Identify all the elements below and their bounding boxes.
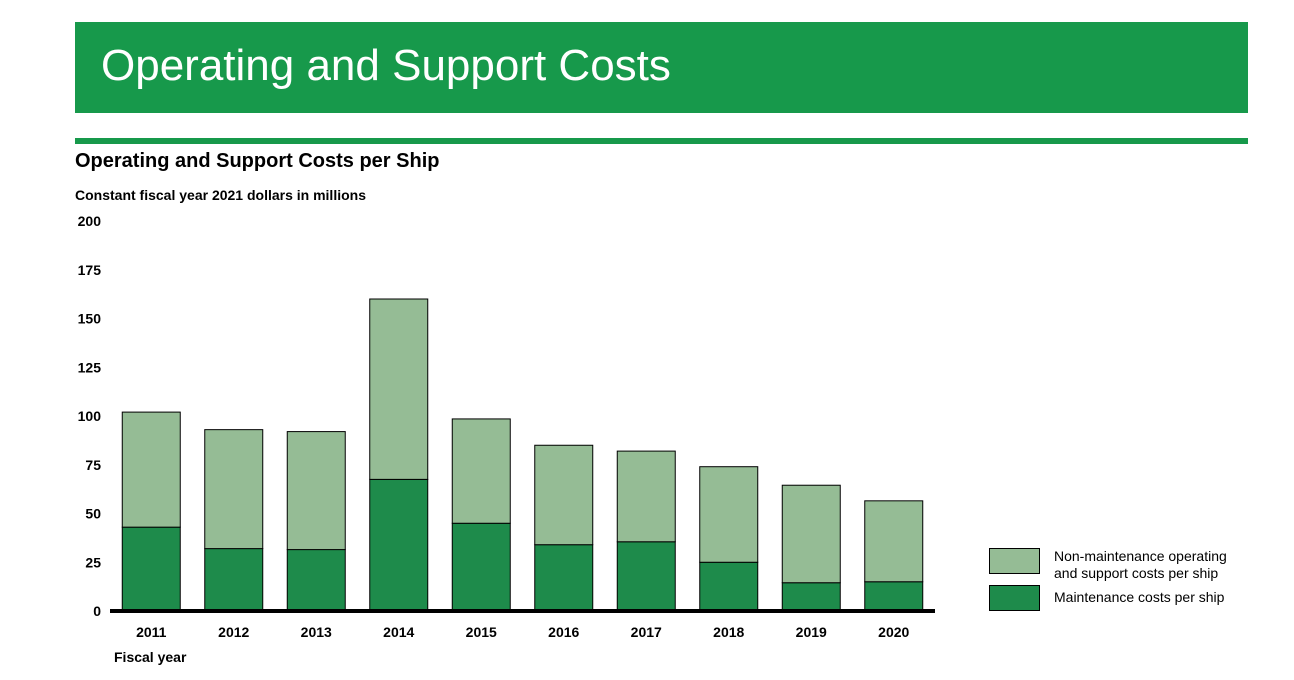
divider-rule [75, 138, 1248, 144]
legend-swatch-non-maintenance [989, 548, 1040, 574]
x-tick-label: 2011 [136, 624, 167, 640]
y-tick-label: 125 [78, 359, 102, 375]
y-tick-label: 100 [78, 408, 102, 424]
bar-maintenance-2019 [781, 582, 841, 612]
y-tick-label: 150 [78, 311, 102, 327]
y-axis-label: Constant fiscal year 2021 dollars in mil… [75, 187, 366, 203]
y-tick-label: 50 [85, 506, 101, 522]
bar-non-maintenance-2018 [699, 466, 759, 563]
x-tick-label: 2014 [383, 624, 414, 640]
bar-non-maintenance-2016 [534, 444, 594, 546]
header-banner: Operating and Support Costs [75, 22, 1248, 113]
bar-non-maintenance-2015 [451, 418, 511, 524]
x-tick-label: 2019 [796, 624, 827, 640]
bar-non-maintenance-2013 [286, 431, 346, 551]
bar-maintenance-2014 [369, 478, 429, 612]
page-title: Operating and Support Costs [101, 41, 671, 90]
bar-non-maintenance-2012 [204, 429, 264, 550]
chart-title: Operating and Support Costs per Ship [75, 150, 440, 172]
y-tick-label: 75 [85, 457, 101, 473]
bar-maintenance-2011 [121, 526, 181, 612]
x-tick-label: 2017 [631, 624, 662, 640]
bar-maintenance-2015 [451, 522, 511, 612]
y-tick-label: 200 [78, 213, 102, 229]
legend-label-maintenance: Maintenance costs per ship [1054, 589, 1225, 605]
bar-maintenance-2020 [864, 581, 924, 612]
bar-non-maintenance-2020 [864, 500, 924, 583]
bar-maintenance-2016 [534, 544, 594, 612]
bar-non-maintenance-2019 [781, 484, 841, 584]
x-tick-label: 2020 [878, 624, 909, 640]
bar-non-maintenance-2011 [121, 411, 181, 528]
x-tick-label: 2012 [218, 624, 249, 640]
y-tick-label: 25 [85, 554, 101, 570]
x-tick-label: 2018 [713, 624, 744, 640]
x-axis-label: Fiscal year [114, 649, 187, 665]
bar-maintenance-2012 [204, 548, 264, 612]
bar-maintenance-2013 [286, 549, 346, 612]
y-tick-label: 175 [78, 262, 102, 278]
legend-label-non-maintenance: Non-maintenance operating and support co… [1054, 548, 1227, 581]
x-tick-label: 2015 [466, 624, 497, 640]
y-tick-label: 0 [93, 603, 101, 619]
bar-maintenance-2018 [699, 561, 759, 612]
bar-non-maintenance-2017 [616, 450, 676, 543]
legend-swatch-maintenance [989, 585, 1040, 611]
bar-non-maintenance-2014 [369, 298, 429, 480]
x-tick-label: 2016 [548, 624, 579, 640]
x-tick-label: 2013 [301, 624, 332, 640]
bar-maintenance-2017 [616, 541, 676, 612]
